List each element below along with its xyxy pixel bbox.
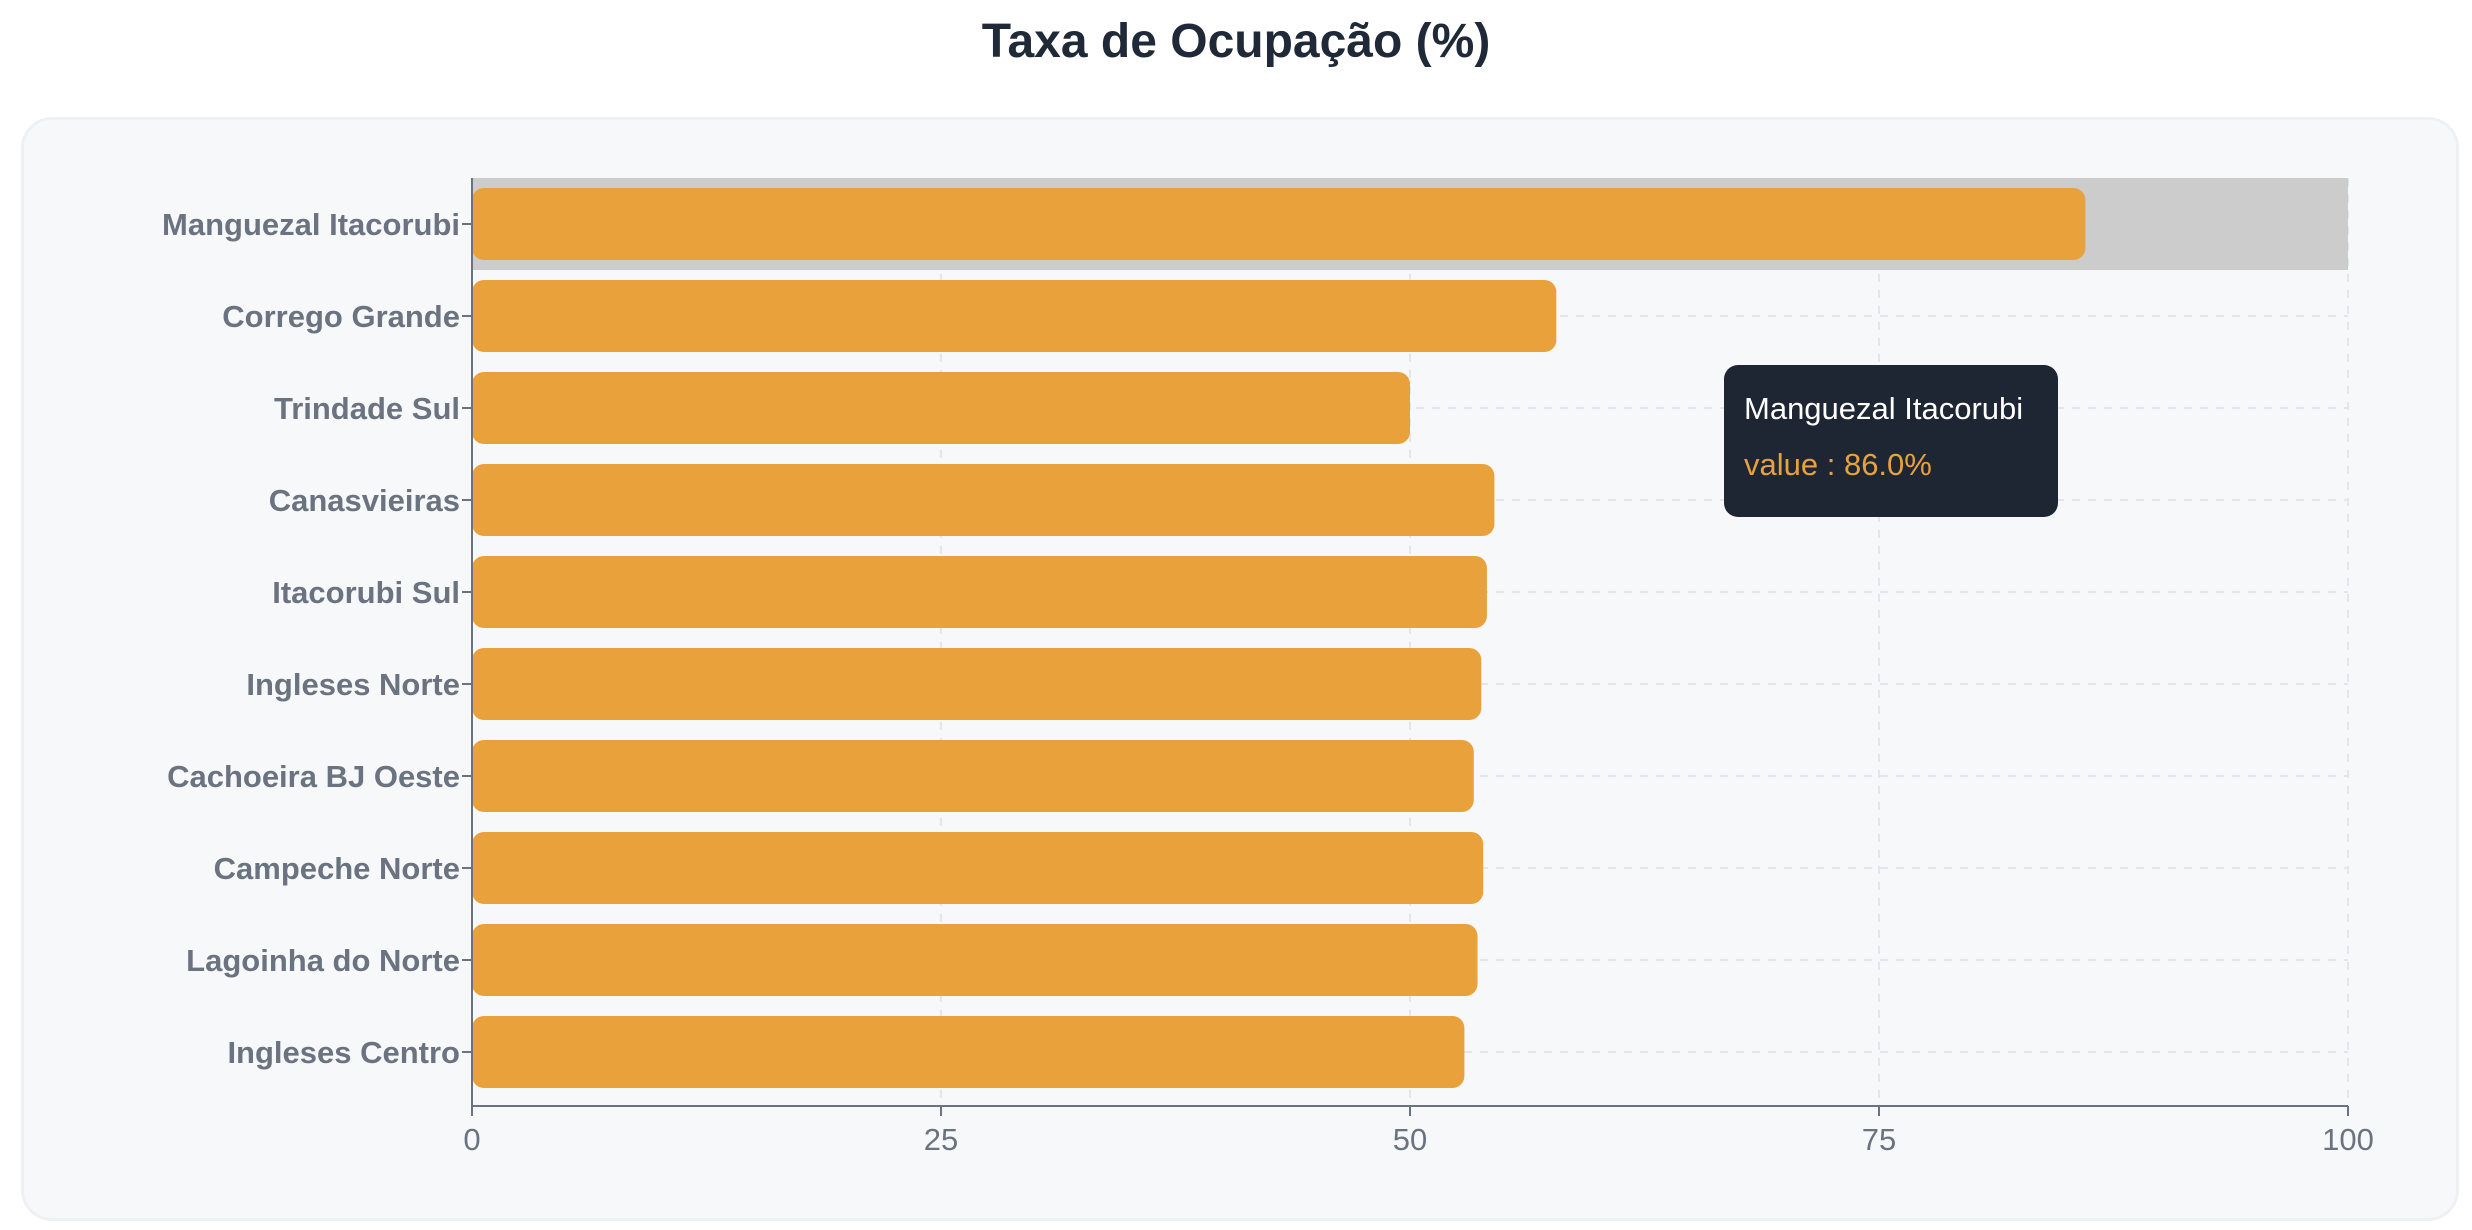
bar-5[interactable] [472, 648, 1482, 720]
category-label-5: Ingleses Norte [246, 667, 460, 702]
category-label-6: Cachoeira BJ Oeste [167, 759, 460, 794]
x-tick-label-0: 0 [463, 1122, 480, 1157]
category-label-1: Corrego Grande [222, 299, 460, 334]
bar-chart: Manguezal Itacorubi Corrego Grande Trindad… [162, 178, 2374, 1157]
category-label-7: Campeche Norte [214, 851, 460, 886]
tooltip: Manguezal Itacorubi value : 86.0% [1724, 365, 2058, 517]
category-labels: Manguezal Itacorubi Corrego Grande Trindad… [162, 207, 460, 1070]
bar-9[interactable] [472, 1016, 1465, 1088]
bars [472, 188, 2086, 1088]
x-tick-labels: 0 25 50 75 100 [463, 1122, 2373, 1157]
x-tick-label-3: 75 [1862, 1122, 1896, 1157]
page-title: Taxa de Ocupação (%) [981, 15, 1491, 68]
bar-6[interactable] [472, 740, 1474, 812]
axes [462, 178, 2349, 1116]
bar-2[interactable] [472, 372, 1410, 444]
chart-card: Manguezal Itacorubi Corrego Grande Trindad… [24, 120, 2456, 1218]
category-label-9: Ingleses Centro [227, 1035, 460, 1070]
bar-3[interactable] [472, 464, 1495, 536]
bar-1[interactable] [472, 280, 1557, 352]
category-label-8: Lagoinha do Norte [186, 943, 460, 978]
bar-7[interactable] [472, 832, 1484, 904]
x-tick-label-4: 100 [2322, 1122, 2374, 1157]
tooltip-value: value : 86.0% [1744, 447, 1932, 482]
tooltip-title: Manguezal Itacorubi [1744, 391, 2024, 426]
category-label-4: Itacorubi Sul [272, 575, 460, 610]
category-label-2: Trindade Sul [274, 391, 460, 426]
bar-4[interactable] [472, 556, 1487, 628]
category-label-3: Canasvieiras [269, 483, 460, 518]
x-tick-label-2: 50 [1393, 1122, 1427, 1157]
bar-0[interactable] [472, 188, 2086, 260]
category-label-0: Manguezal Itacorubi [162, 207, 460, 242]
bar-8[interactable] [472, 924, 1478, 996]
x-tick-label-1: 25 [924, 1122, 958, 1157]
